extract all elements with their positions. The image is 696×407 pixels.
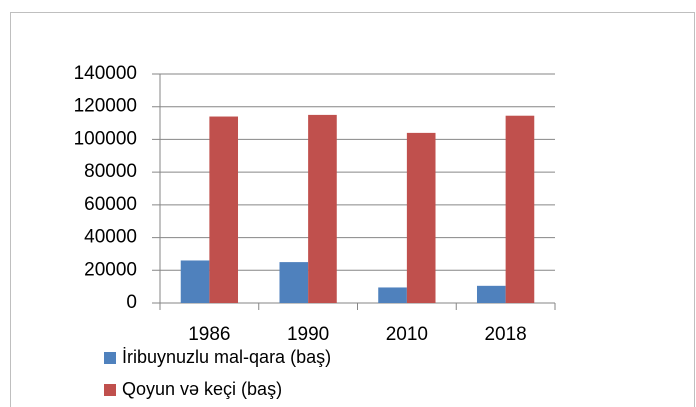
bar [209,116,239,304]
x-tick-label: 2010 [386,324,428,345]
bar [505,115,535,303]
legend-swatch [104,384,116,396]
y-tick-label: 20000 [84,259,137,280]
x-tick-label: 2018 [484,324,526,345]
y-tick-label: 60000 [84,194,137,215]
legend: İribuynuzlu mal-qara (baş) Qoyun və keçi … [104,347,331,399]
bar [378,287,407,303]
chart-frame [10,12,695,407]
y-tick-label: 80000 [84,161,137,182]
y-tick-label: 0 [126,292,137,313]
x-tick-label: 1986 [188,324,230,345]
bar [180,260,210,303]
y-tick-label: 100000 [74,128,137,149]
x-tick-label: 1990 [287,324,329,345]
bar [406,132,436,303]
bar [279,262,309,303]
y-tick-label: 120000 [74,96,137,117]
legend-label: Qoyun və keçi (baş) [122,379,282,399]
legend-swatch [104,352,116,364]
y-tick-label: 40000 [84,227,137,248]
y-tick-label: 140000 [74,63,137,84]
legend-label: İribuynuzlu mal-qara (baş) [122,347,331,367]
bar [476,285,506,303]
bar [308,114,337,304]
